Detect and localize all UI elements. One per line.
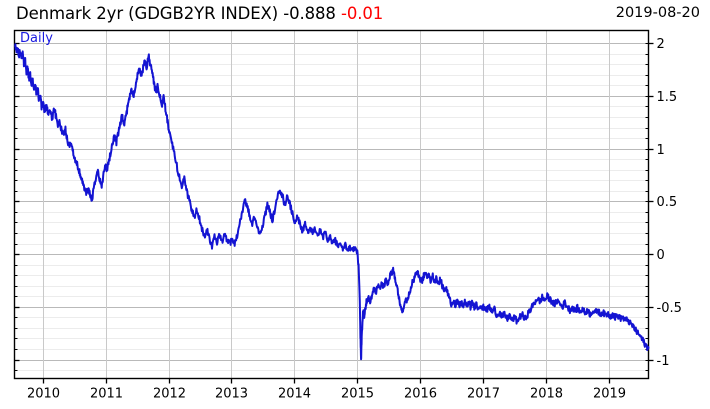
y-axis-tick-label: -1 <box>657 354 670 369</box>
x-axis-tick-label: 2010 <box>27 387 60 402</box>
x-axis-tick-label: 2015 <box>341 387 374 402</box>
grid-lines <box>14 30 649 379</box>
chart-title: Denmark 2yr (GDGB2YR INDEX) -0.888 -0.01 <box>16 4 383 23</box>
series-legend-label: Daily <box>20 31 53 46</box>
x-axis-tick-label: 2017 <box>467 387 500 402</box>
x-axis-tick-label: 2014 <box>278 387 311 402</box>
y-axis-tick-label: -0.5 <box>657 301 682 316</box>
chart-last-value: -0.888 <box>283 4 336 23</box>
y-axis-tick-label: 0 <box>657 248 665 263</box>
x-axis-tick-label: 2012 <box>153 387 186 402</box>
y-axis-tick-label: 1.5 <box>657 90 678 105</box>
y-axis-tick-label: 2 <box>657 37 665 52</box>
x-axis-tick-label: 2019 <box>593 387 626 402</box>
chart-date: 2019-08-20 <box>615 5 700 21</box>
y-axis-tick-label: 1 <box>657 143 665 158</box>
x-axis-tick-label: 2011 <box>90 387 123 402</box>
data-series-line <box>14 43 650 361</box>
y-axis-tick-label: 0.5 <box>657 195 678 210</box>
y-axis-labels: 2 1.5 1 0.5 0 -0.5 -1 <box>657 37 682 369</box>
series-path <box>14 43 650 361</box>
x-axis-labels: 2010 2011 2012 2013 2014 2015 2016 2017 2018 2019 <box>27 387 626 402</box>
chart-header: Denmark 2yr (GDGB2YR INDEX) -0.888 -0.01… <box>0 4 710 28</box>
x-axis-tick-label: 2018 <box>530 387 563 402</box>
plot-frame <box>13 29 650 380</box>
chart-change-value: -0.01 <box>340 4 384 23</box>
axis-ticks <box>14 42 654 384</box>
x-axis-tick-label: 2013 <box>215 387 248 402</box>
chart-title-instrument: Denmark 2yr (GDGB2YR INDEX) <box>16 4 279 23</box>
x-axis-tick-label: 2016 <box>404 387 437 402</box>
